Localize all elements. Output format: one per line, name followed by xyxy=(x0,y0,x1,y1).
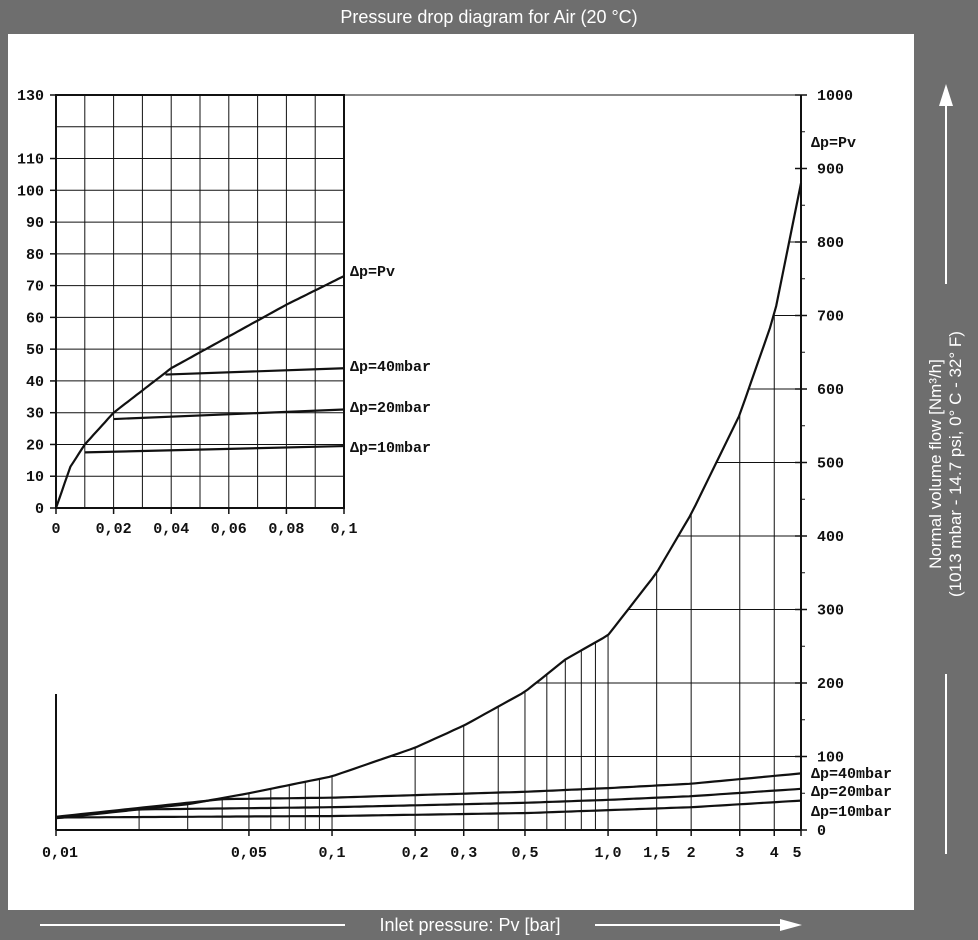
inset-ylabel-10: 100 xyxy=(17,183,44,200)
inset-ylabel-12: 130 xyxy=(17,88,44,105)
main-series-1 xyxy=(55,772,802,818)
plot-area: 0 100 200 300 400 500 600 700 800 900 1000 0,01 0,05… xyxy=(8,34,914,910)
main-annot-10: Δp=10mbar xyxy=(811,804,892,821)
inset-series-1 xyxy=(165,367,345,376)
chart-title: Pressure drop diagram for Air (20 °C) xyxy=(340,7,638,27)
main-xlabel-11: 5 xyxy=(792,845,801,862)
inset-border xyxy=(55,94,345,509)
inset-xlabel-2: 0,04 xyxy=(153,521,189,538)
inset-series-0 xyxy=(54,275,345,509)
main-ylabel-9: 900 xyxy=(817,162,844,179)
main-ylabel-6: 600 xyxy=(817,382,844,399)
inset-ylabel-1: 10 xyxy=(26,469,44,486)
inset-ylabel-5: 50 xyxy=(26,342,44,359)
y-axis-arrow xyxy=(939,84,953,854)
main-annot-40: Δp=40mbar xyxy=(811,766,892,783)
main-annot-20: Δp=20mbar xyxy=(811,784,892,801)
main-ylabel-3: 300 xyxy=(817,603,844,620)
inset-annot-40: Δp=40mbar xyxy=(350,359,431,376)
main-series-2 xyxy=(55,787,802,820)
main-xlabel-5: 0,5 xyxy=(511,845,538,862)
inset-series-3 xyxy=(84,444,345,454)
inset-ylabel-6: 60 xyxy=(26,310,44,327)
main-ylabel-8: 800 xyxy=(817,235,844,252)
main-ylabel-0: 0 xyxy=(817,823,826,840)
inset-xlabel-1: 0,02 xyxy=(96,521,132,538)
x-axis-title: Inlet pressure: Pv [bar] xyxy=(0,910,978,940)
main-xlabel-6: 1,0 xyxy=(595,845,622,862)
x-axis-label: Inlet pressure: Pv [bar] xyxy=(379,915,561,935)
main-xlabel-0: 0,01 xyxy=(42,845,78,862)
main-series-0 xyxy=(55,182,803,819)
main-ylabel-5: 500 xyxy=(817,456,844,473)
main-ylabel-1: 100 xyxy=(817,750,844,767)
main-xlabel-4: 0,3 xyxy=(450,845,477,862)
inset-annot-pv: Δp=Pv xyxy=(350,264,395,281)
y-axis-title: Normal volume flow [Nm³/h] (1013 mbar - … xyxy=(914,34,978,910)
inset-xlabel-0: 0 xyxy=(51,521,60,538)
main-ylabel-4: 400 xyxy=(817,529,844,546)
main-xlabel-9: 3 xyxy=(735,845,744,862)
main-xlabel-1: 0,05 xyxy=(231,845,267,862)
inset-ylabel-0: 0 xyxy=(35,501,44,518)
inset-ylabel-2: 20 xyxy=(26,437,44,454)
main-xlabel-2: 0,1 xyxy=(319,845,346,862)
inset-ylabel-11: 110 xyxy=(17,152,44,169)
x-arrow-head xyxy=(780,919,802,931)
inset-annot-10: Δp=10mbar xyxy=(350,440,431,457)
inset-xlabel-4: 0,08 xyxy=(268,521,304,538)
main-xlabel-7: 1,5 xyxy=(643,845,670,862)
x-axis-arrow xyxy=(40,919,802,931)
inset-xlabel-3: 0,06 xyxy=(211,521,247,538)
main-series-3 xyxy=(56,799,802,819)
inset-ylabel-8: 80 xyxy=(26,247,44,264)
inset-ylabel-4: 40 xyxy=(26,374,44,391)
main-xlabel-10: 4 xyxy=(770,845,779,862)
inset-xlabel-5: 0,1 xyxy=(330,521,357,538)
inset-annot-20: Δp=20mbar xyxy=(350,400,431,417)
main-annot-pv: Δp=Pv xyxy=(811,135,856,152)
main-xlabel-3: 0,2 xyxy=(402,845,429,862)
main-ylabel-10: 1000 xyxy=(817,88,853,105)
inset-ylabel-3: 30 xyxy=(26,406,44,423)
y-arrow-head xyxy=(939,84,953,106)
main-ylabel-7: 700 xyxy=(817,309,844,326)
inset-series-2 xyxy=(113,408,345,421)
inset-ylabel-7: 70 xyxy=(26,279,44,296)
main-xlabel-8: 2 xyxy=(687,845,696,862)
inset-ylabel-9: 90 xyxy=(26,215,44,232)
main-ylabel-2: 200 xyxy=(817,676,844,693)
